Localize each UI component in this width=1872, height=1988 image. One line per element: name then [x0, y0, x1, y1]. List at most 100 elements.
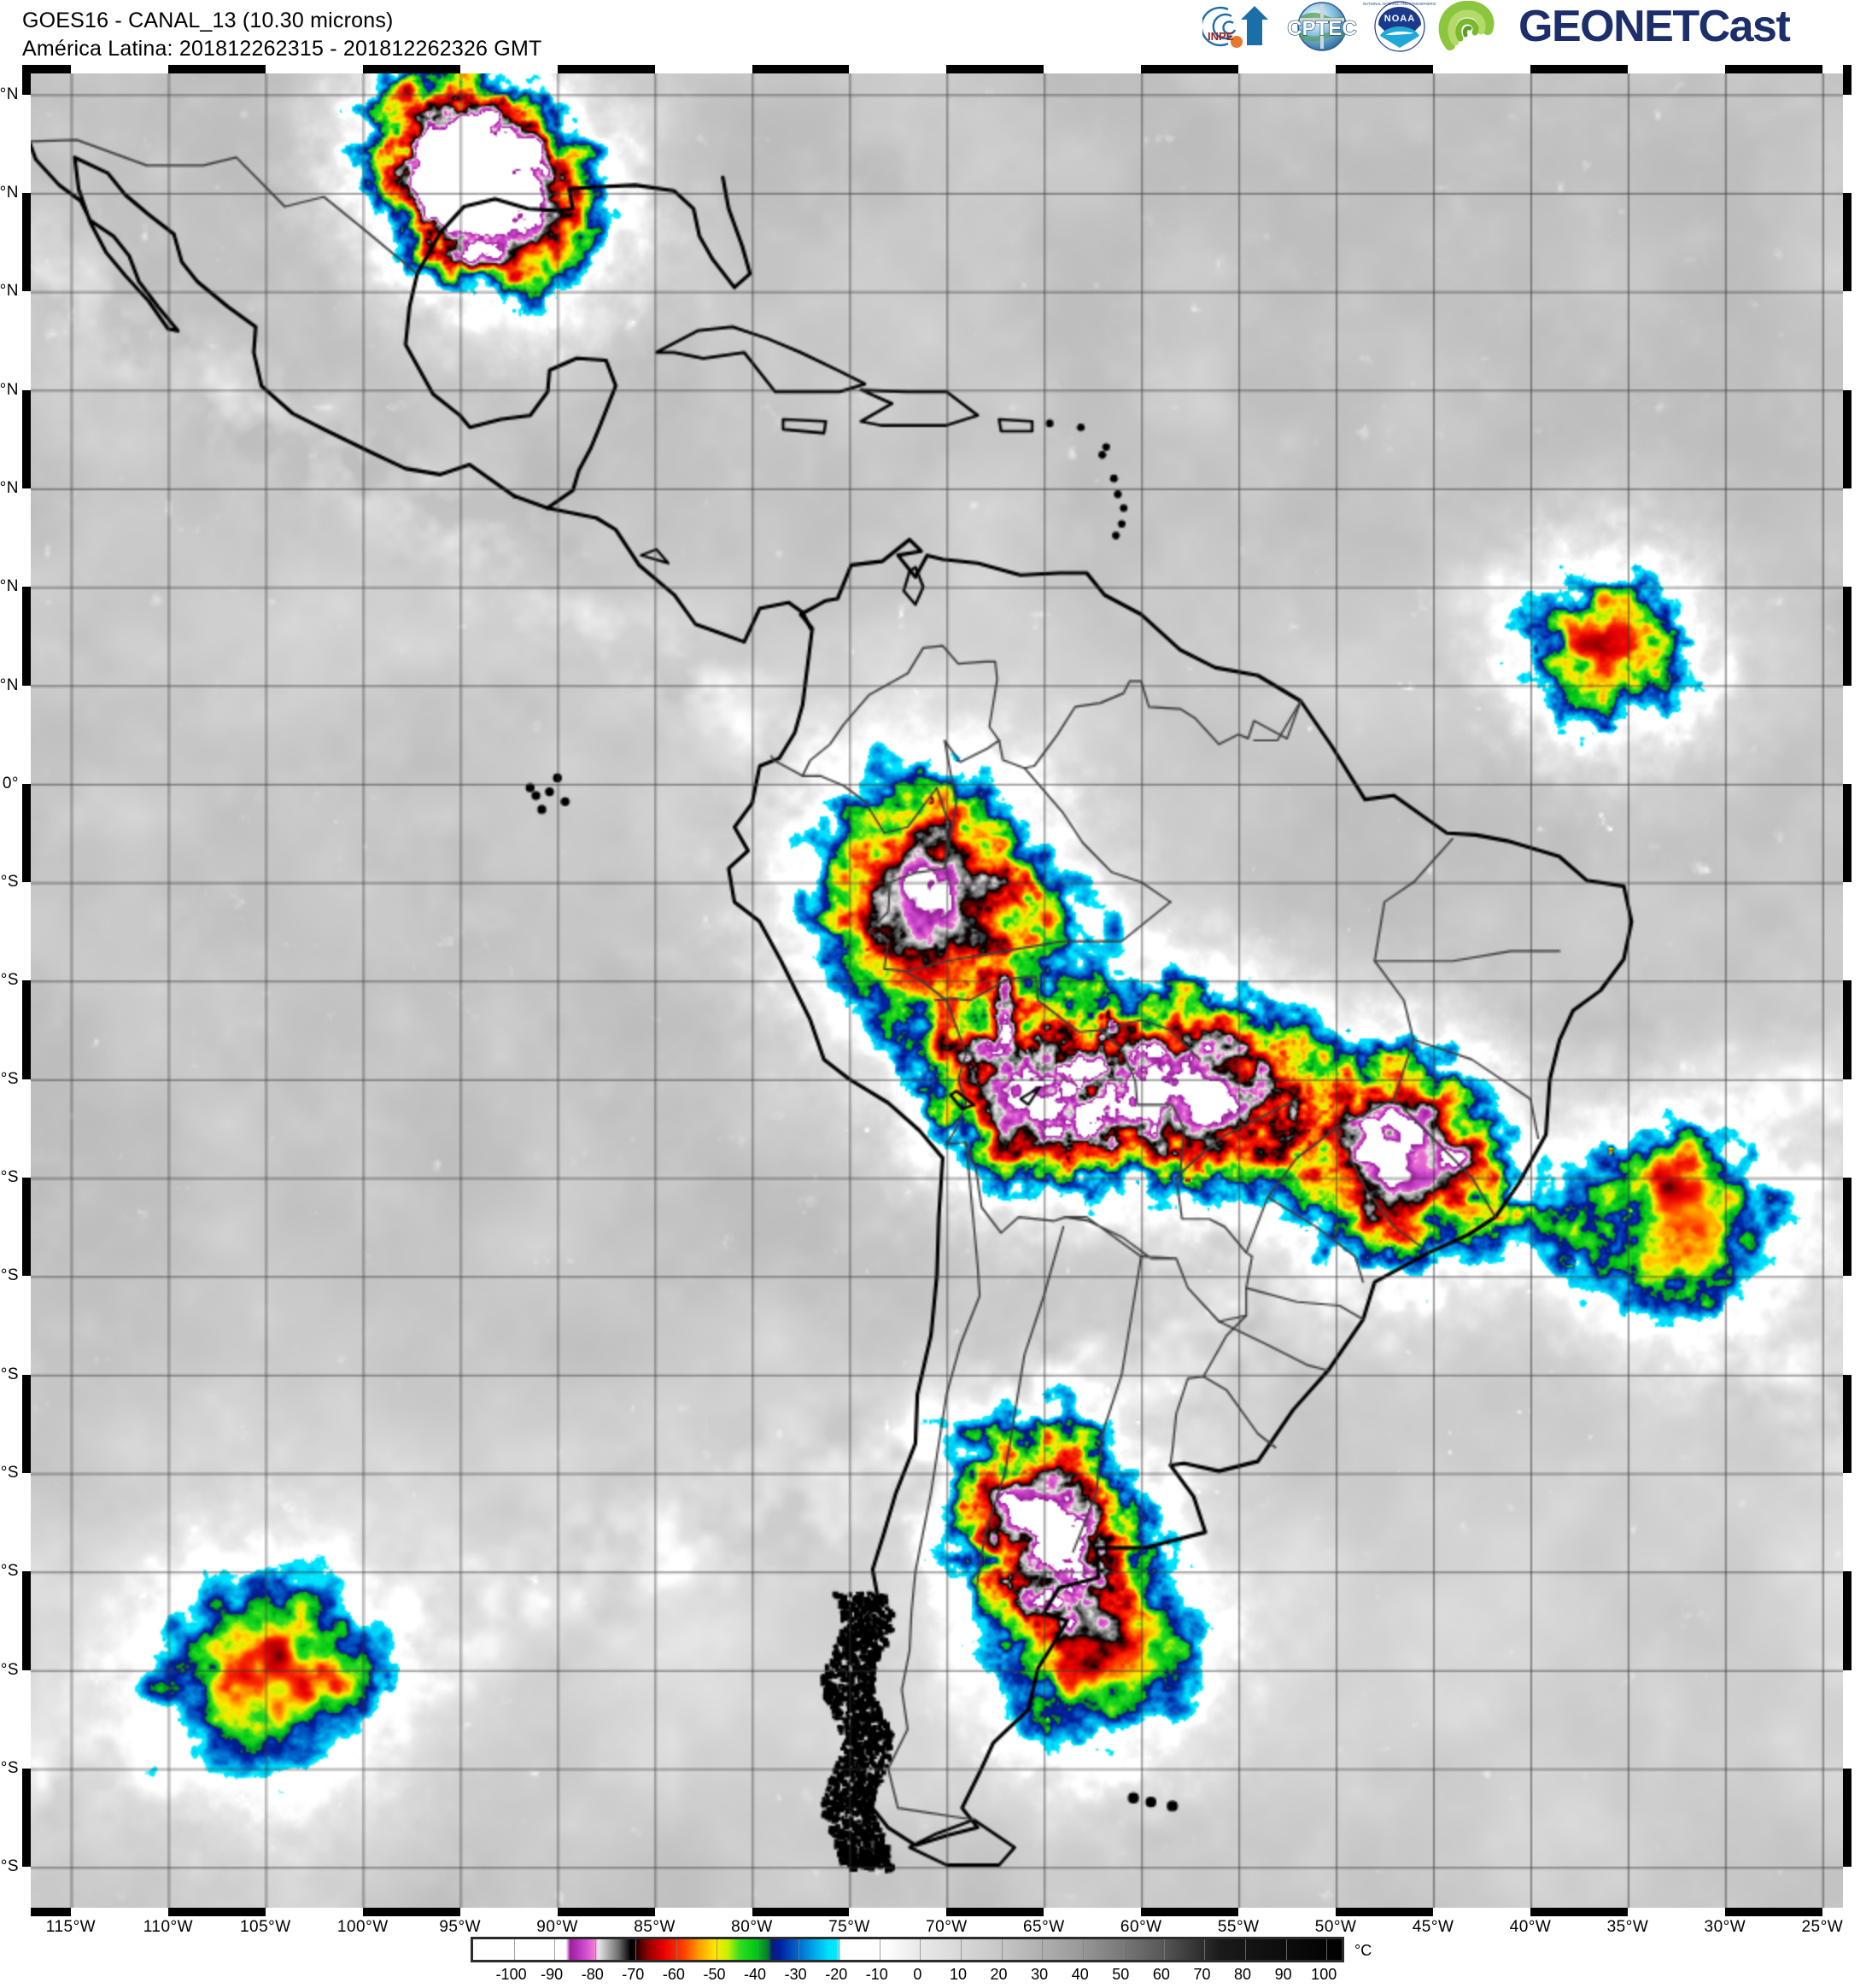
colorbar-tick — [960, 1939, 962, 1960]
lon-tick-label: 70°W — [926, 1918, 968, 1936]
frame-right-segment — [1843, 980, 1852, 1079]
noaa-logo: NOAA NATIONAL OCEANIC AND ATMOSPHERIC — [1363, 0, 1436, 53]
svg-text:NATIONAL OCEANIC AND ATMOSPHER: NATIONAL OCEANIC AND ATMOSPHERIC — [1363, 2, 1436, 6]
geonetcast-swirl-icon — [1438, 1, 1495, 50]
frame-top-segment — [1530, 65, 1628, 73]
frame-bottom-segment — [849, 1908, 947, 1916]
frame-top-segment — [1141, 65, 1239, 73]
colorbar-tick — [1082, 1939, 1084, 1960]
frame-right-segment — [1843, 1571, 1852, 1670]
frame-right-segment — [1843, 389, 1852, 488]
frame-right-segment — [1843, 1374, 1852, 1474]
frame-right-segment — [1843, 685, 1852, 784]
lon-tick-label: 25°W — [1801, 1918, 1844, 1936]
noaa-logo-icon: NOAA NATIONAL OCEANIC AND ATMOSPHERIC — [1363, 1, 1436, 52]
lon-tick-label: 115°W — [45, 1918, 97, 1936]
lat-tick-label: 15°N — [0, 478, 19, 497]
frame-bottom-segment — [654, 1908, 752, 1916]
lat-tick-label: 30°S — [0, 1365, 19, 1383]
colorbar-tick — [513, 1939, 515, 1960]
lat-tick-label: 0° — [2, 774, 19, 792]
lat-tick-label: 30°N — [0, 183, 19, 202]
lon-tick-label: 60°W — [1120, 1918, 1162, 1936]
colorbar-tick-label: -80 — [581, 1966, 604, 1983]
frame-left-segment — [22, 1571, 31, 1670]
colorbar-tick-label: 60 — [1152, 1966, 1170, 1983]
frame-top-segment — [1044, 65, 1142, 73]
svg-text:NOAA: NOAA — [1384, 14, 1415, 24]
colorbar-tick — [594, 1939, 596, 1960]
frame-left-segment — [22, 587, 31, 686]
map-figure: 35°N 30°N 25°N 20°N 15°N 10°N 5°N 0° 5°S 10°S 15°S… — [0, 53, 1872, 1936]
lon-tick-label: 55°W — [1217, 1918, 1260, 1936]
lat-tick-label: 55°S — [0, 1857, 19, 1876]
frame-bottom-segment — [167, 1908, 266, 1916]
frame-bottom-segment — [1530, 1908, 1628, 1916]
colorbar-tick — [635, 1939, 637, 1960]
frame-right-segment — [1843, 65, 1852, 95]
colorbar-tick-label: -60 — [662, 1966, 685, 1983]
frame-right-segment — [1843, 1669, 1852, 1769]
frame-left-segment — [22, 65, 31, 95]
frame-bottom-segment — [265, 1908, 363, 1916]
title-line-region-time: América Latina: 201812262315 - 201812262… — [22, 36, 542, 61]
colorbar-tick-label: -90 — [541, 1966, 564, 1983]
colorbar-tick-label: -20 — [825, 1966, 848, 1983]
satellite-map-plot[interactable] — [22, 65, 1852, 1916]
frame-left-segment — [22, 1867, 31, 1916]
cptec-logo-icon: CPTEC — [1287, 2, 1357, 51]
colorbar-tick-label: 20 — [990, 1966, 1008, 1983]
frame-left-segment — [22, 783, 31, 883]
geonetcast-logo: GEONETCast — [1436, 0, 1872, 53]
frame-top-segment — [1822, 65, 1852, 73]
lon-tick-label: 45°W — [1412, 1918, 1454, 1936]
svg-text:INPE: INPE — [1208, 30, 1234, 43]
frame-bottom-segment — [459, 1908, 558, 1916]
colorbar-tick-label: 90 — [1274, 1966, 1292, 1983]
lon-tick-label: 105°W — [239, 1918, 291, 1936]
logo-strip: INPE CPTEC — [1202, 0, 1872, 53]
frame-bottom-segment — [1822, 1908, 1852, 1916]
title-block: GOES16 - CANAL_13 (10.30 microns) Améric… — [22, 7, 541, 62]
frame-right-segment — [1843, 587, 1852, 686]
frame-bottom-segment — [1238, 1908, 1337, 1916]
colorbar-tick-label: 30 — [1031, 1966, 1049, 1983]
lat-tick-label: 5°N — [0, 675, 19, 694]
svg-text:CPTEC: CPTEC — [1287, 17, 1356, 40]
inpe-logo: INPE — [1202, 0, 1281, 53]
frame-top-segment — [459, 65, 558, 73]
colorbar-strip[interactable] — [471, 1937, 1344, 1962]
lat-tick-label: 25°S — [0, 1266, 19, 1285]
frame-bottom-segment — [1336, 1908, 1434, 1916]
colorbar-tick-label: -30 — [784, 1966, 807, 1983]
lat-tick-label: 5°S — [0, 873, 19, 892]
lon-tick-label: 30°W — [1704, 1918, 1746, 1936]
lon-tick-label: 100°W — [336, 1918, 389, 1936]
frame-left-segment — [22, 1473, 31, 1572]
frame-top-segment — [362, 65, 460, 73]
lon-tick-label: 40°W — [1509, 1918, 1552, 1936]
frame-top-segment — [946, 65, 1044, 73]
frame-top-segment — [22, 65, 71, 73]
frame-bottom-segment — [946, 1908, 1044, 1916]
colorbar-tick-label: 40 — [1071, 1966, 1089, 1983]
frame-left-segment — [22, 685, 31, 784]
colorbar-tick-label: 10 — [949, 1966, 967, 1983]
frame-right-segment — [1843, 192, 1852, 292]
frame-right-segment — [1843, 94, 1852, 193]
lon-tick-label: 95°W — [439, 1918, 482, 1936]
lon-tick-label: 50°W — [1314, 1918, 1357, 1936]
colorbar-tick-label: -40 — [744, 1966, 767, 1983]
lat-tick-label: 20°S — [0, 1168, 19, 1187]
lat-tick-label: 20°N — [0, 380, 19, 399]
colorbar-tick — [1285, 1939, 1287, 1960]
lat-tick-label: 10°S — [0, 971, 19, 990]
frame-top-segment — [1627, 65, 1725, 73]
frame-left-segment — [22, 1276, 31, 1375]
colorbar-legend: -100 -90 -80 -70 -60 -50 -40 -30 -20 -10 0 10 20 30 40… — [0, 1923, 1872, 1988]
colorbar-tick — [1001, 1939, 1003, 1960]
colorbar-tick — [920, 1939, 921, 1960]
colorbar-tick-label: 50 — [1112, 1966, 1130, 1983]
colorbar-unit-label: °C — [1354, 1942, 1372, 1959]
frame-bottom-segment — [1141, 1908, 1239, 1916]
